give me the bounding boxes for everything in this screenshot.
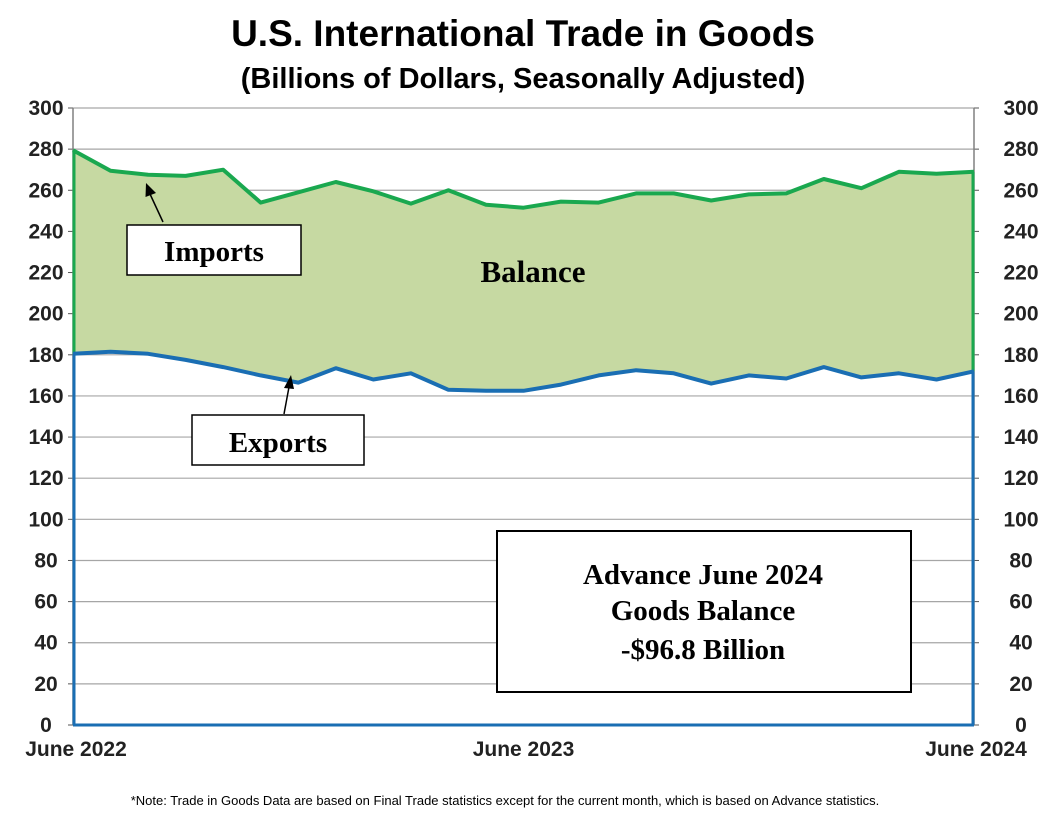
y-tick-label-right: 160 xyxy=(1003,385,1038,408)
x-tick-label: June 2022 xyxy=(25,738,127,761)
y-tick-label-right: 20 xyxy=(1009,673,1032,696)
imports-line xyxy=(72,148,975,210)
y-tick-label-left: 280 xyxy=(28,138,63,161)
summary-line-1: Advance June 2024 xyxy=(583,559,823,591)
y-tick-label-right: 280 xyxy=(1003,138,1038,161)
y-tick-label-right: 80 xyxy=(1009,549,1032,572)
y-tick-label-left: 260 xyxy=(28,179,63,202)
series-lines xyxy=(72,148,975,393)
exports-label: Exports xyxy=(229,427,327,459)
imports-label: Imports xyxy=(164,236,264,268)
exports-line xyxy=(72,349,975,393)
balance-area xyxy=(73,150,974,391)
x-tick-label: June 2023 xyxy=(473,738,575,761)
y-tick-label-left: 120 xyxy=(28,467,63,490)
y-tick-label-right: 40 xyxy=(1009,632,1032,655)
exports-pointer xyxy=(283,386,290,415)
y-tick-label-right: 220 xyxy=(1003,262,1038,285)
y-tick-label-right: 100 xyxy=(1003,508,1038,531)
balance-fill xyxy=(73,150,974,391)
y-tick-label-right: 240 xyxy=(1003,220,1038,243)
y-tick-label-right: 300 xyxy=(1003,97,1038,120)
y-tick-label-left: 200 xyxy=(28,303,63,326)
y-tick-label-left: 80 xyxy=(34,549,57,572)
imports-pointer xyxy=(149,193,164,223)
y-tick-label-left: 0 xyxy=(40,714,52,737)
y-tick-label-right: 140 xyxy=(1003,426,1038,449)
x-tick-label: June 2024 xyxy=(925,738,1027,761)
y-tick-label-right: 200 xyxy=(1003,303,1038,326)
x-tick-labels: June 2022 June 2023 June 2024 xyxy=(25,738,1027,761)
y-tick-label-right: 60 xyxy=(1009,591,1032,614)
summary-line-2: Goods Balance xyxy=(611,595,796,627)
y-tick-label-left: 240 xyxy=(28,220,63,243)
y-tick-label-left: 60 xyxy=(34,591,57,614)
footnote: *Note: Trade in Goods Data are based on … xyxy=(131,793,880,808)
y-tick-label-left: 20 xyxy=(34,673,57,696)
summary-box xyxy=(496,530,912,693)
chart-subtitle: (Billions of Dollars, Seasonally Adjuste… xyxy=(241,63,806,95)
y-tick-label-left: 140 xyxy=(28,426,63,449)
y-tick-label-right: 0 xyxy=(1015,714,1027,737)
summary-line-3: -$96.8 Billion xyxy=(621,634,785,666)
y-tick-label-left: 100 xyxy=(28,508,63,531)
exports-arrowhead xyxy=(284,375,294,389)
y-tick-labels: 0 0 20 20 40 40 60 60 80 80 100 100 120 120 140 140 160 1… xyxy=(28,97,1038,737)
imports-arrowhead xyxy=(145,183,156,197)
y-tick-label-left: 300 xyxy=(28,97,63,120)
balance-label: Balance xyxy=(480,254,585,289)
plot-frame xyxy=(68,107,979,727)
y-tick-label-left: 160 xyxy=(28,385,63,408)
y-tick-label-right: 180 xyxy=(1003,344,1038,367)
imports-label-box xyxy=(126,224,302,276)
chart-title: U.S. International Trade in Goods xyxy=(231,13,815,54)
y-tick-label-left: 40 xyxy=(34,632,57,655)
y-tick-label-right: 120 xyxy=(1003,467,1038,490)
y-tick-label-right: 260 xyxy=(1003,179,1038,202)
y-tick-label-left: 220 xyxy=(28,262,63,285)
y-tick-label-left: 180 xyxy=(28,344,63,367)
exports-label-box xyxy=(191,414,365,466)
